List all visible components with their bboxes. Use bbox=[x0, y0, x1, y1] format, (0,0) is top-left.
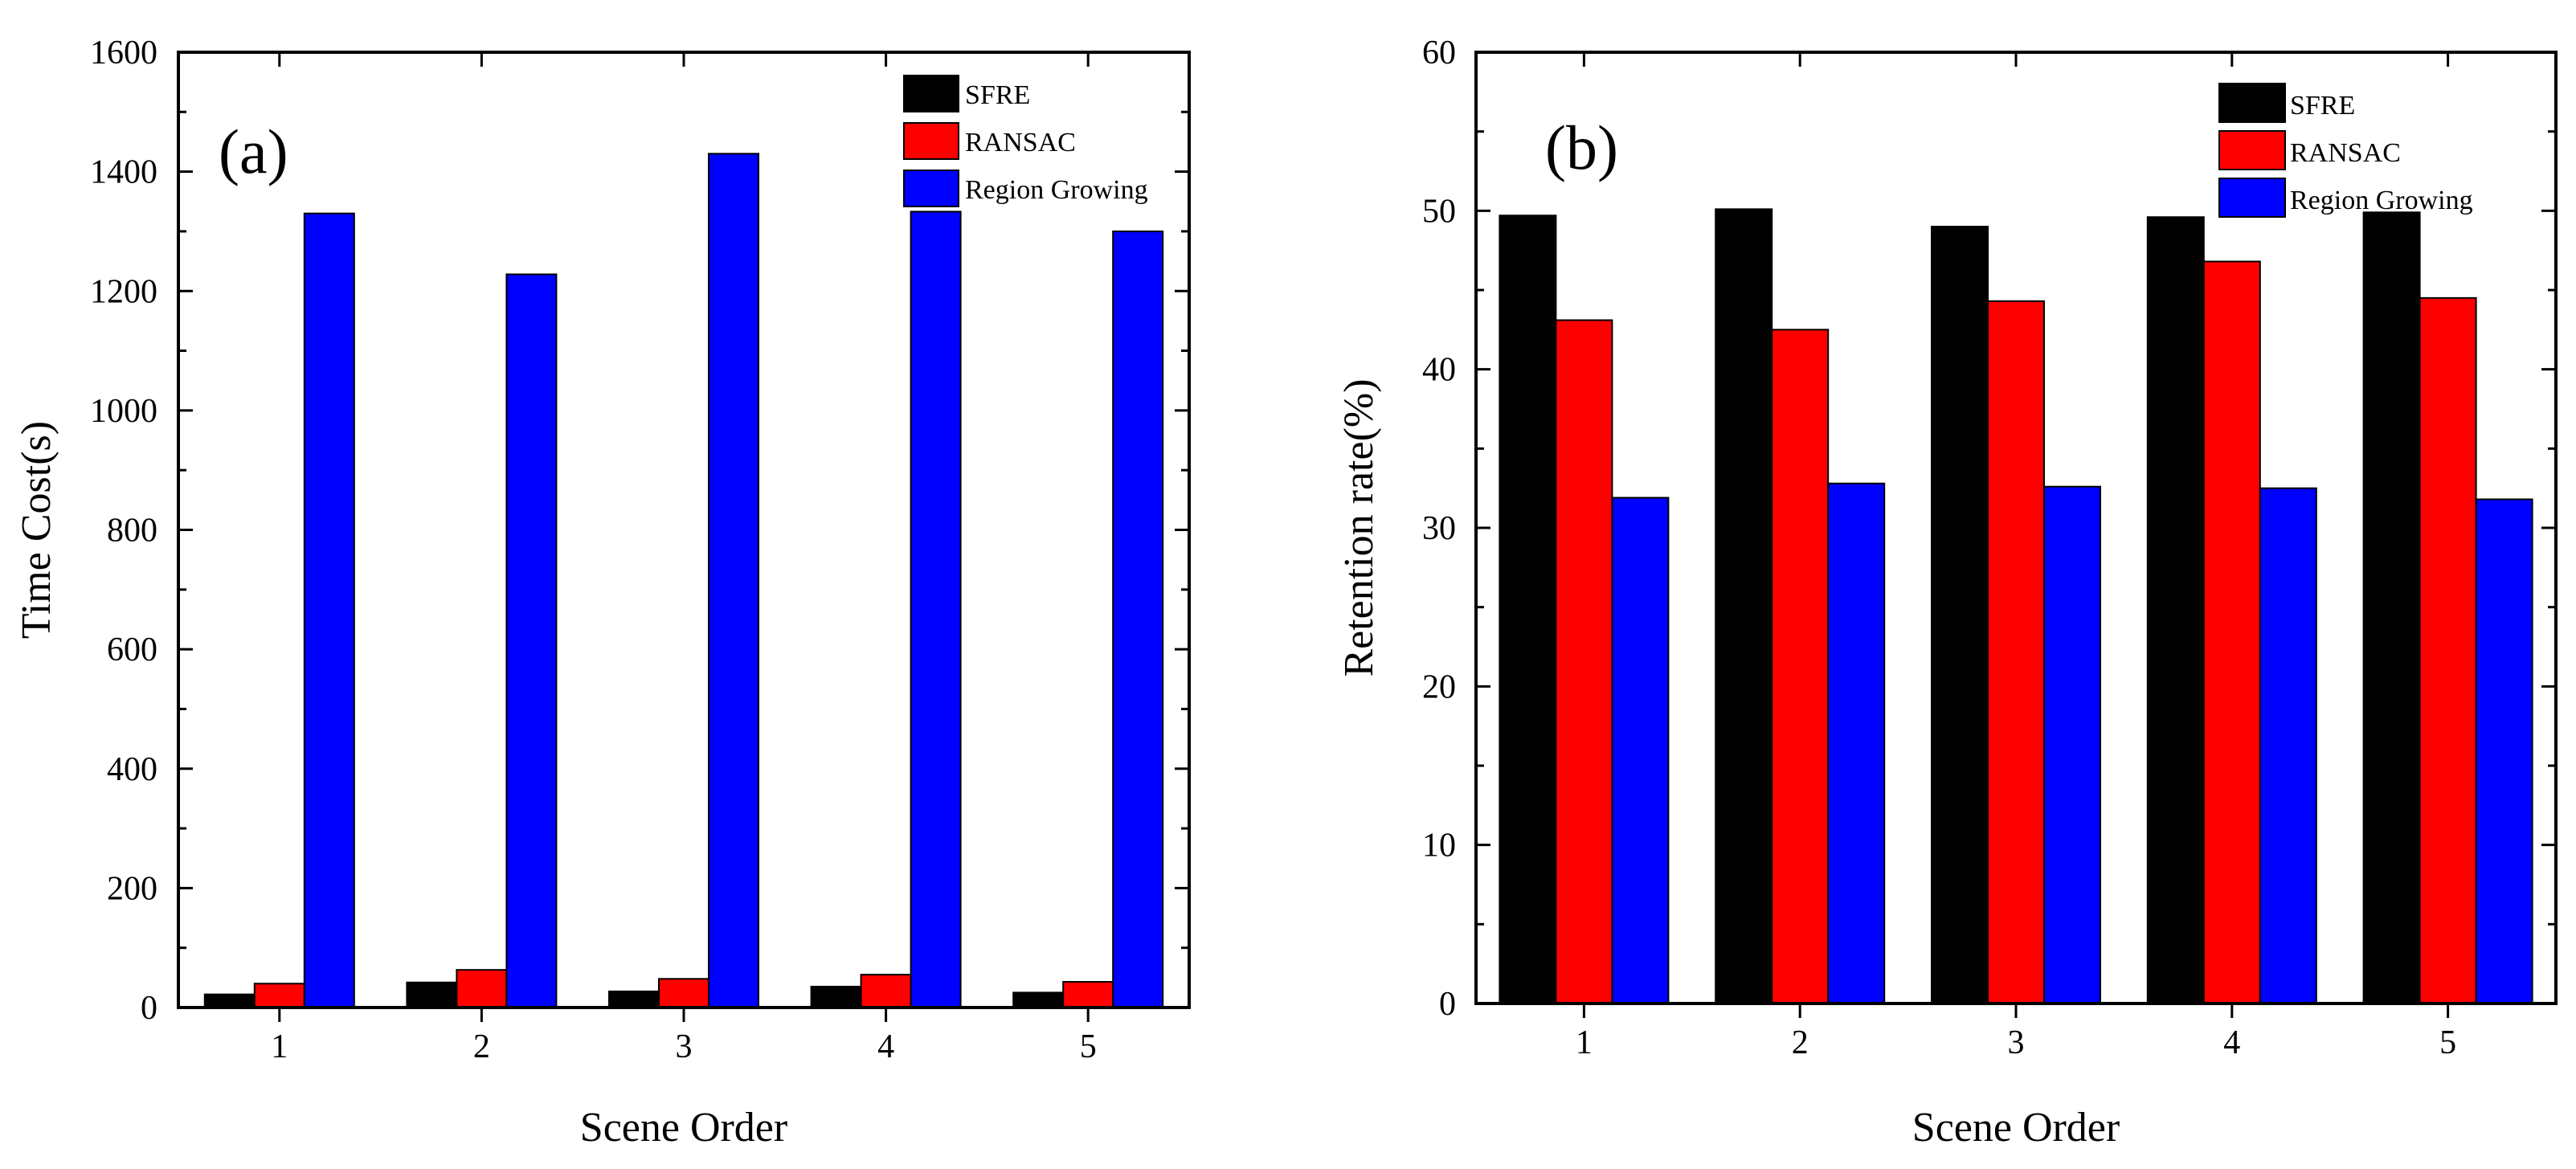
legend-label-sfre: SFRE bbox=[965, 80, 1030, 110]
x-axis: 1 2 3 4 5 bbox=[271, 52, 1097, 1065]
y-tick-label: 60 bbox=[1422, 35, 1456, 72]
bar-sfre-3 bbox=[608, 990, 660, 1009]
y-tick-label: 10 bbox=[1422, 828, 1456, 864]
series-ransac bbox=[1555, 260, 2477, 1005]
bar-region-growing-5 bbox=[1112, 230, 1164, 1008]
bar-region-growing-4 bbox=[2259, 487, 2317, 1004]
bar-region-growing-3 bbox=[708, 153, 759, 1008]
x-tick-label: 2 bbox=[1792, 1024, 1809, 1061]
series-sfre bbox=[1499, 208, 2421, 1005]
bar-sfre-4 bbox=[810, 985, 862, 1008]
series-region-growing bbox=[303, 153, 1164, 1008]
bar-region-growing-5 bbox=[2475, 498, 2533, 1004]
series-ransac bbox=[253, 969, 1114, 1009]
bar-sfre-2 bbox=[406, 981, 458, 1008]
legend-swatch-ransac bbox=[903, 122, 959, 160]
y-tick-label: 600 bbox=[107, 632, 157, 668]
legend-swatch-ransac bbox=[2218, 130, 2286, 170]
y-tick-label: 1200 bbox=[90, 273, 157, 310]
bar-sfre-3 bbox=[1931, 226, 1989, 1005]
chart-panel-a: 0 200 400 600 800 1000 1200 1400 1600 1 2 3 4 5 Scene … bbox=[14, 35, 1191, 1151]
y-tick-label: 1000 bbox=[90, 393, 157, 430]
legend-label-region-growing: Region Growing bbox=[965, 175, 1148, 205]
panel-label: (b) bbox=[1545, 112, 1618, 182]
x-tick-label: 3 bbox=[676, 1028, 693, 1065]
bar-ransac-3 bbox=[1987, 300, 2045, 1004]
y-axis-title: Time Cost(s) bbox=[14, 421, 59, 639]
x-tick-label: 2 bbox=[473, 1028, 490, 1065]
y-axis: 0 200 400 600 800 1000 1200 1400 1600 bbox=[90, 35, 1189, 1027]
bar-sfre-1 bbox=[1499, 215, 1557, 1004]
bar-sfre-4 bbox=[2146, 216, 2205, 1004]
y-axis-title: Retention rate(%) bbox=[1336, 378, 1382, 676]
legend-label-sfre: SFRE bbox=[2290, 91, 2355, 121]
y-tick-label: 50 bbox=[1422, 193, 1456, 230]
bar-ransac-1 bbox=[253, 983, 305, 1009]
x-tick-label: 3 bbox=[2008, 1024, 2025, 1061]
y-tick-label: 0 bbox=[1439, 986, 1456, 1023]
x-tick-label: 5 bbox=[2439, 1024, 2456, 1061]
bar-region-growing-2 bbox=[505, 273, 558, 1008]
legend-swatch-sfre bbox=[903, 75, 959, 112]
y-tick-label: 200 bbox=[107, 870, 157, 907]
bar-ransac-1 bbox=[1555, 319, 1613, 1004]
panel-label: (a) bbox=[219, 116, 288, 186]
y-tick-label: 40 bbox=[1422, 352, 1456, 389]
bar-region-growing-1 bbox=[1611, 497, 1670, 1004]
x-axis-title: Scene Order bbox=[1912, 1105, 2120, 1151]
bar-ransac-2 bbox=[1771, 329, 1830, 1005]
x-axis: 1 2 3 4 5 bbox=[1576, 52, 2456, 1061]
bar-ransac-2 bbox=[456, 969, 508, 1008]
y-tick-label: 20 bbox=[1422, 668, 1456, 705]
y-tick-label: 800 bbox=[107, 513, 157, 550]
bar-ransac-4 bbox=[2202, 260, 2261, 1005]
bar-sfre-1 bbox=[203, 993, 256, 1008]
x-tick-label: 4 bbox=[2223, 1024, 2240, 1061]
bar-sfre-2 bbox=[1715, 208, 1773, 1004]
legend: SFRE RANSAC Region Growing bbox=[2218, 83, 2473, 218]
chart-panel-b: 0 10 20 30 40 50 60 1 2 3 4 5 Scene Order Retention r… bbox=[1336, 35, 2558, 1151]
x-tick-label: 4 bbox=[877, 1028, 894, 1065]
series-region-growing bbox=[1611, 482, 2533, 1004]
bar-ransac-5 bbox=[2419, 296, 2477, 1005]
bar-ransac-3 bbox=[658, 978, 709, 1008]
y-tick-label: 1400 bbox=[90, 154, 157, 191]
x-tick-label: 1 bbox=[1576, 1024, 1593, 1061]
bar-region-growing-4 bbox=[910, 211, 962, 1008]
bar-ransac-4 bbox=[860, 974, 912, 1009]
y-tick-label: 1600 bbox=[90, 35, 157, 72]
x-tick-label: 1 bbox=[271, 1028, 288, 1065]
legend-label-region-growing: Region Growing bbox=[2290, 186, 2473, 215]
bar-ransac-5 bbox=[1062, 981, 1114, 1009]
x-axis-title: Scene Order bbox=[580, 1105, 787, 1151]
x-tick-label: 5 bbox=[1080, 1028, 1097, 1065]
bar-sfre-5 bbox=[1012, 991, 1065, 1008]
bar-sfre-5 bbox=[2362, 211, 2421, 1005]
legend-label-ransac: RANSAC bbox=[965, 128, 1076, 157]
legend: SFRE RANSAC Region Growing bbox=[903, 75, 1148, 207]
y-tick-label: 0 bbox=[141, 990, 157, 1027]
bar-region-growing-1 bbox=[303, 212, 355, 1008]
bar-region-growing-2 bbox=[1827, 482, 1886, 1004]
y-tick-label: 30 bbox=[1422, 510, 1456, 547]
bar-region-growing-3 bbox=[2043, 485, 2101, 1004]
legend-label-ransac: RANSAC bbox=[2290, 138, 2401, 168]
legend-swatch-region-growing bbox=[2218, 178, 2286, 218]
y-tick-label: 400 bbox=[107, 751, 157, 788]
legend-swatch-region-growing bbox=[903, 170, 959, 207]
y-axis: 0 10 20 30 40 50 60 bbox=[1422, 35, 2556, 1023]
legend-swatch-sfre bbox=[2218, 83, 2286, 123]
